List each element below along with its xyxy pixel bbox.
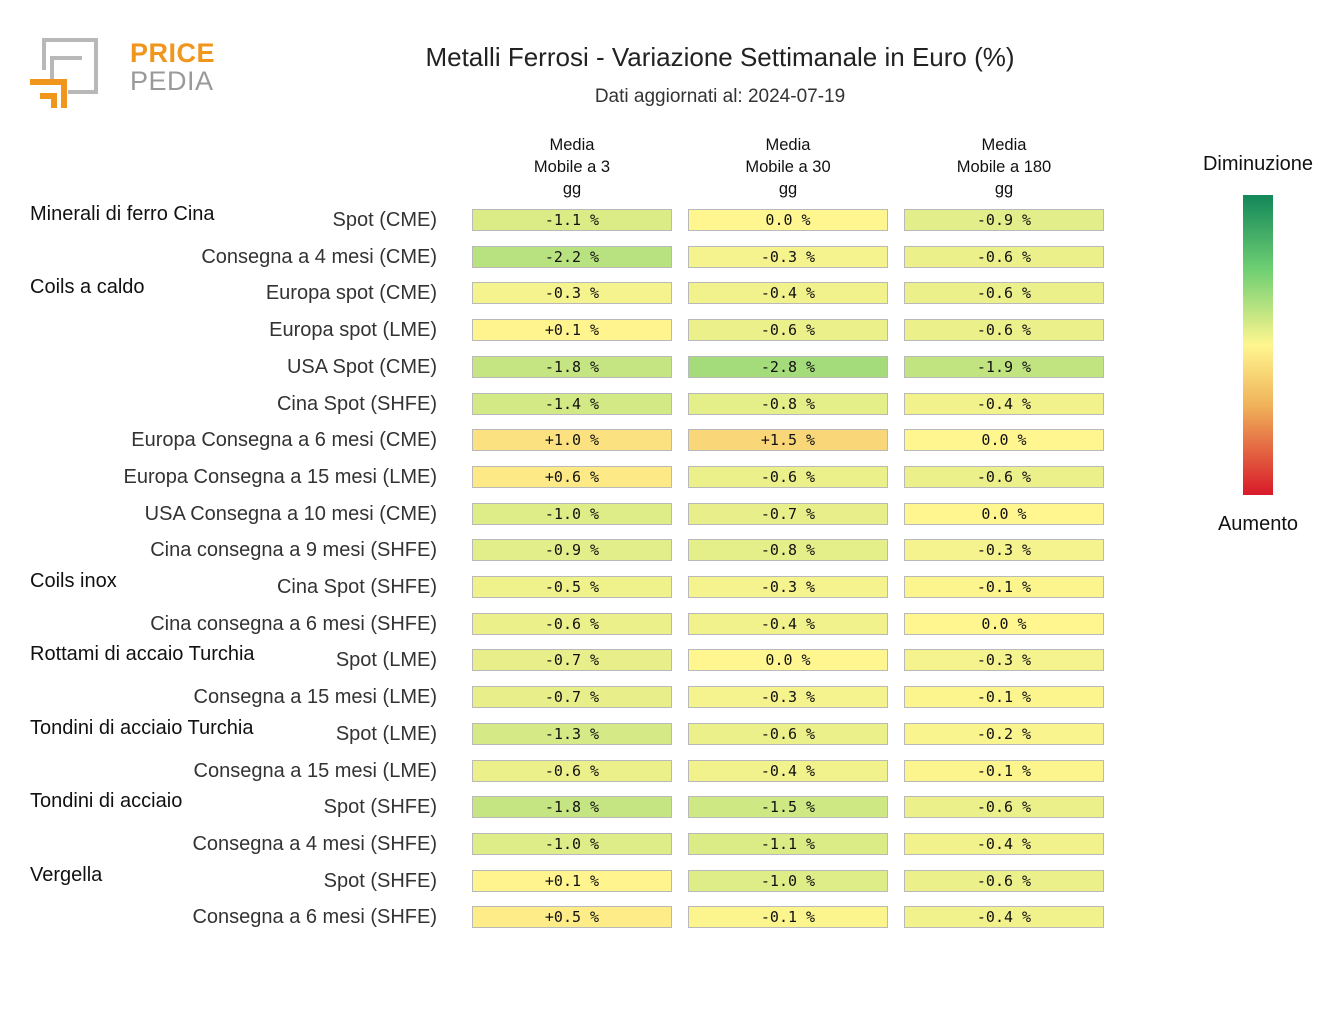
row-label: Consegna a 6 mesi (SHFE): [192, 906, 437, 929]
heatmap-cell: -0.1 %: [688, 906, 888, 929]
heatmap-cell: +0.1 %: [472, 869, 672, 892]
heatmap-cell: -0.4 %: [904, 392, 1104, 415]
heatmap-cell: -0.3 %: [904, 649, 1104, 672]
row-label: Consegna a 15 mesi (LME): [193, 686, 437, 709]
heatmap-cell: -0.5 %: [472, 576, 672, 598]
heatmap-cell: -0.3 %: [688, 576, 888, 598]
legend-label-decrease: Diminuzione: [1202, 153, 1314, 175]
row-label: Spot (SHFE): [323, 869, 437, 892]
heatmap-cell: -2.8 %: [688, 355, 888, 378]
heatmap-cell: -0.6 %: [904, 245, 1104, 268]
category-label: Minerali di ferro Cina: [30, 203, 215, 225]
heatmap-cell: -1.1 %: [472, 209, 672, 231]
row-label: Consegna a 4 mesi (SHFE): [192, 832, 437, 855]
heatmap-cell: +1.0 %: [472, 429, 672, 452]
heatmap-cell: -0.3 %: [688, 245, 888, 268]
heatmap-cell: -0.3 %: [904, 539, 1104, 562]
logo-word-pedia: PEDIA: [130, 66, 214, 96]
heatmap-cell: -0.4 %: [904, 832, 1104, 855]
row-label: Spot (LME): [335, 722, 437, 745]
logo-word-price: PRICE: [130, 38, 216, 68]
heatmap-cell: -0.9 %: [904, 209, 1104, 231]
heatmap-cell: -0.8 %: [688, 392, 888, 415]
heatmap-cell: -0.6 %: [904, 282, 1104, 305]
heatmap-cell: -0.7 %: [472, 686, 672, 709]
heatmap-cell: -1.5 %: [688, 796, 888, 819]
heatmap-cell: -1.0 %: [472, 832, 672, 855]
heatmap-cell: -0.1 %: [904, 576, 1104, 598]
row-label: Europa spot (LME): [269, 319, 437, 342]
heatmap-cell: -1.4 %: [472, 392, 672, 415]
row-label: Europa Consegna a 15 mesi (LME): [123, 465, 438, 488]
category-label: Tondini di acciaio: [30, 790, 183, 813]
heatmap-cell: -0.6 %: [904, 319, 1104, 342]
column-header: Media Mobile a 3 gg: [533, 136, 611, 198]
heatmap-cell: -0.7 %: [688, 502, 888, 525]
row-label: USA Spot (CME): [286, 355, 437, 378]
logo-mark-icon: [30, 38, 98, 108]
heatmap-cell: +0.1 %: [472, 319, 672, 342]
heatmap-cell: -0.6 %: [472, 612, 672, 635]
heatmap-cell: +0.6 %: [472, 465, 672, 488]
heatmap-cell: -0.9 %: [472, 539, 672, 562]
row-label: Spot (LME): [335, 649, 437, 672]
heatmap-cell: -2.2 %: [472, 245, 672, 268]
heatmap-cell: -0.2 %: [904, 722, 1104, 745]
category-label: Vergella: [30, 863, 103, 886]
heatmap-cell: -0.1 %: [904, 759, 1104, 782]
row-label: Europa spot (CME): [265, 282, 437, 305]
chart-subtitle: Dati aggiornati al: 2024-07-19: [594, 86, 846, 107]
heatmap-cell: -0.6 %: [904, 796, 1104, 819]
heatmap-cell: -0.8 %: [688, 539, 888, 562]
category-label: Coils inox: [30, 570, 117, 592]
category-label: Coils a caldo: [30, 276, 145, 299]
row-label: Cina consegna a 6 mesi (SHFE): [150, 612, 437, 635]
chart-title: Metalli Ferrosi - Variazione Settimanale…: [425, 42, 1015, 72]
pricepedia-logo: PRICE PEDIA: [28, 36, 215, 112]
heatmap-cell: -1.8 %: [472, 355, 672, 378]
legend-label-increase: Aumento: [1217, 513, 1299, 535]
heatmap-cell: -0.6 %: [688, 722, 888, 745]
category-label: Tondini di acciaio Turchia: [30, 716, 254, 739]
heatmap-cell: 0.0 %: [688, 649, 888, 672]
heatmap-cell: -0.7 %: [472, 649, 672, 672]
heatmap-cell: -0.4 %: [904, 906, 1104, 929]
category-label: Rottami di accaio Turchia: [30, 643, 255, 666]
heatmap-cell: -0.3 %: [688, 686, 888, 709]
heatmap-cell: 0.0 %: [904, 612, 1104, 635]
heatmap-cell: -0.6 %: [472, 759, 672, 782]
row-label: Spot (CME): [332, 209, 437, 231]
row-label: Spot (SHFE): [323, 796, 437, 819]
heatmap-cell: -0.1 %: [904, 686, 1104, 709]
row-label: Cina Spot (SHFE): [276, 576, 437, 598]
heatmap-cell: -0.6 %: [904, 869, 1104, 892]
heatmap-cell: -0.3 %: [472, 282, 672, 305]
color-scale-bar: [1243, 195, 1273, 495]
heatmap-cell: 0.0 %: [904, 429, 1104, 452]
heatmap-cell: 0.0 %: [688, 209, 888, 231]
heatmap-cell: +1.5 %: [688, 429, 888, 452]
heatmap-cell: +0.5 %: [472, 906, 672, 929]
row-label: Consegna a 15 mesi (LME): [193, 759, 437, 782]
column-header: Media Mobile a 30 gg: [745, 136, 831, 198]
heatmap-cell: -0.4 %: [688, 612, 888, 635]
heatmap-cell: -0.6 %: [688, 319, 888, 342]
row-label: Cina Spot (SHFE): [276, 392, 437, 415]
heatmap-cell: -1.0 %: [688, 869, 888, 892]
row-label: Consegna a 4 mesi (CME): [201, 245, 437, 268]
heatmap-cell: -1.0 %: [472, 502, 672, 525]
heatmap-cell: -1.9 %: [904, 355, 1104, 378]
row-label: USA Consegna a 10 mesi (CME): [144, 502, 437, 525]
heatmap-cell: -0.4 %: [688, 282, 888, 305]
heatmap-cell: -0.4 %: [688, 759, 888, 782]
heatmap-cell: -0.6 %: [904, 465, 1104, 488]
heatmap-cell: -1.3 %: [472, 722, 672, 745]
row-label: Cina consegna a 9 mesi (SHFE): [150, 539, 437, 562]
column-header: Media Mobile a 180 gg: [956, 136, 1052, 198]
heatmap-cell: -1.8 %: [472, 796, 672, 819]
row-label: Europa Consegna a 6 mesi (CME): [131, 429, 437, 452]
heatmap-cell: -1.1 %: [688, 832, 888, 855]
heatmap-cell: 0.0 %: [904, 502, 1104, 525]
heatmap-cell: -0.6 %: [688, 465, 888, 488]
